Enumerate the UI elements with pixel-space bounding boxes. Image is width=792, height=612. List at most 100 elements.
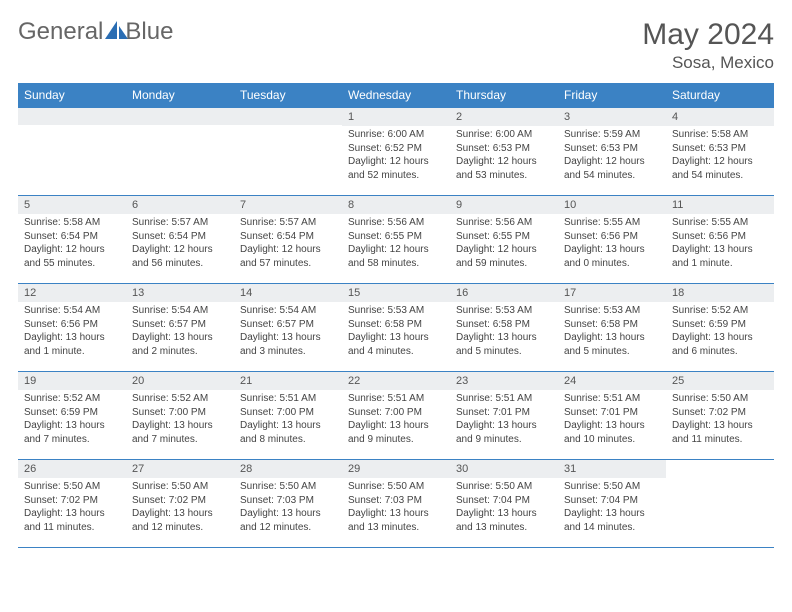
calendar-row: 26Sunrise: 5:50 AMSunset: 7:02 PMDayligh… (18, 460, 774, 548)
calendar-cell: 4Sunrise: 5:58 AMSunset: 6:53 PMDaylight… (666, 108, 774, 196)
day-body: Sunrise: 5:51 AMSunset: 7:00 PMDaylight:… (342, 390, 450, 450)
day-number: 25 (666, 372, 774, 390)
day-number: 10 (558, 196, 666, 214)
calendar-cell: 6Sunrise: 5:57 AMSunset: 6:54 PMDaylight… (126, 196, 234, 284)
daylight-line: Daylight: 13 hours and 13 minutes. (456, 507, 552, 534)
day-number: 20 (126, 372, 234, 390)
daylight-line: Daylight: 12 hours and 55 minutes. (24, 243, 120, 270)
calendar-cell: 11Sunrise: 5:55 AMSunset: 6:56 PMDayligh… (666, 196, 774, 284)
sunrise-line: Sunrise: 5:56 AM (348, 216, 444, 230)
sunrise-line: Sunrise: 5:58 AM (672, 128, 768, 142)
location: Sosa, Mexico (642, 53, 774, 73)
day-number: 2 (450, 108, 558, 126)
day-number: 28 (234, 460, 342, 478)
calendar-cell: 12Sunrise: 5:54 AMSunset: 6:56 PMDayligh… (18, 284, 126, 372)
sunrise-line: Sunrise: 5:50 AM (564, 480, 660, 494)
sunrise-line: Sunrise: 5:56 AM (456, 216, 552, 230)
sunset-line: Sunset: 6:56 PM (672, 230, 768, 244)
daylight-line: Daylight: 13 hours and 13 minutes. (348, 507, 444, 534)
calendar-cell: 18Sunrise: 5:52 AMSunset: 6:59 PMDayligh… (666, 284, 774, 372)
day-body: Sunrise: 5:50 AMSunset: 7:03 PMDaylight:… (234, 478, 342, 538)
day-number: 7 (234, 196, 342, 214)
day-number: 17 (558, 284, 666, 302)
day-body: Sunrise: 5:52 AMSunset: 6:59 PMDaylight:… (666, 302, 774, 362)
sunrise-line: Sunrise: 6:00 AM (456, 128, 552, 142)
calendar-cell: 5Sunrise: 5:58 AMSunset: 6:54 PMDaylight… (18, 196, 126, 284)
daylight-line: Daylight: 13 hours and 4 minutes. (348, 331, 444, 358)
sunset-line: Sunset: 7:01 PM (456, 406, 552, 420)
calendar-cell: 29Sunrise: 5:50 AMSunset: 7:03 PMDayligh… (342, 460, 450, 548)
day-body: Sunrise: 5:51 AMSunset: 7:00 PMDaylight:… (234, 390, 342, 450)
sunset-line: Sunset: 7:04 PM (564, 494, 660, 508)
daylight-line: Daylight: 12 hours and 59 minutes. (456, 243, 552, 270)
day-body: Sunrise: 5:53 AMSunset: 6:58 PMDaylight:… (558, 302, 666, 362)
daylight-line: Daylight: 12 hours and 56 minutes. (132, 243, 228, 270)
day-body: Sunrise: 5:56 AMSunset: 6:55 PMDaylight:… (342, 214, 450, 274)
day-body: Sunrise: 5:54 AMSunset: 6:56 PMDaylight:… (18, 302, 126, 362)
day-body: Sunrise: 5:53 AMSunset: 6:58 PMDaylight:… (450, 302, 558, 362)
day-body: Sunrise: 5:53 AMSunset: 6:58 PMDaylight:… (342, 302, 450, 362)
calendar-cell: 27Sunrise: 5:50 AMSunset: 7:02 PMDayligh… (126, 460, 234, 548)
weekday-header: Sunday (18, 83, 126, 108)
sunset-line: Sunset: 6:58 PM (456, 318, 552, 332)
sunset-line: Sunset: 7:04 PM (456, 494, 552, 508)
day-body: Sunrise: 5:59 AMSunset: 6:53 PMDaylight:… (558, 126, 666, 186)
sunset-line: Sunset: 6:58 PM (348, 318, 444, 332)
day-number: 23 (450, 372, 558, 390)
daylight-line: Daylight: 13 hours and 12 minutes. (132, 507, 228, 534)
calendar-cell: 9Sunrise: 5:56 AMSunset: 6:55 PMDaylight… (450, 196, 558, 284)
calendar-cell: 7Sunrise: 5:57 AMSunset: 6:54 PMDaylight… (234, 196, 342, 284)
sunrise-line: Sunrise: 6:00 AM (348, 128, 444, 142)
day-number: 16 (450, 284, 558, 302)
daylight-line: Daylight: 12 hours and 54 minutes. (564, 155, 660, 182)
day-body: Sunrise: 5:50 AMSunset: 7:04 PMDaylight:… (450, 478, 558, 538)
calendar-cell (18, 108, 126, 196)
day-number: 21 (234, 372, 342, 390)
calendar-cell: 8Sunrise: 5:56 AMSunset: 6:55 PMDaylight… (342, 196, 450, 284)
daylight-line: Daylight: 13 hours and 5 minutes. (564, 331, 660, 358)
day-number: 4 (666, 108, 774, 126)
day-number: 6 (126, 196, 234, 214)
weekday-header-row: SundayMondayTuesdayWednesdayThursdayFrid… (18, 83, 774, 108)
sunset-line: Sunset: 6:57 PM (240, 318, 336, 332)
day-number: 26 (18, 460, 126, 478)
sunset-line: Sunset: 6:58 PM (564, 318, 660, 332)
calendar-cell: 2Sunrise: 6:00 AMSunset: 6:53 PMDaylight… (450, 108, 558, 196)
sunset-line: Sunset: 6:53 PM (672, 142, 768, 156)
sunrise-line: Sunrise: 5:54 AM (132, 304, 228, 318)
calendar-cell: 21Sunrise: 5:51 AMSunset: 7:00 PMDayligh… (234, 372, 342, 460)
sunset-line: Sunset: 6:53 PM (564, 142, 660, 156)
day-number: 19 (18, 372, 126, 390)
day-body: Sunrise: 5:57 AMSunset: 6:54 PMDaylight:… (234, 214, 342, 274)
calendar-cell: 25 Sunrise: 5:50 AMSunset: 7:02 PMDayligh… (666, 372, 774, 460)
sunrise-line: Sunrise: 5:50 AM (672, 392, 768, 406)
daylight-line: Daylight: 13 hours and 8 minutes. (240, 419, 336, 446)
sunrise-line: Sunrise: 5:54 AM (240, 304, 336, 318)
day-number: 11 (666, 196, 774, 214)
sunrise-line: Sunrise: 5:57 AM (132, 216, 228, 230)
calendar-cell: 31Sunrise: 5:50 AMSunset: 7:04 PMDayligh… (558, 460, 666, 548)
day-body: Sunrise: 5:54 AMSunset: 6:57 PMDaylight:… (126, 302, 234, 362)
calendar-cell: 10Sunrise: 5:55 AMSunset: 6:56 PMDayligh… (558, 196, 666, 284)
calendar-cell: 22Sunrise: 5:51 AMSunset: 7:00 PMDayligh… (342, 372, 450, 460)
day-number: 22 (342, 372, 450, 390)
sunset-line: Sunset: 7:00 PM (132, 406, 228, 420)
day-number: 18 (666, 284, 774, 302)
day-body: Sunrise: 6:00 AMSunset: 6:53 PMDaylight:… (450, 126, 558, 186)
day-body: Sunrise: 5:51 AMSunset: 7:01 PMDaylight:… (450, 390, 558, 450)
daylight-line: Daylight: 13 hours and 6 minutes. (672, 331, 768, 358)
calendar-table: SundayMondayTuesdayWednesdayThursdayFrid… (18, 83, 774, 548)
day-number: 24 (558, 372, 666, 390)
calendar-cell: 30Sunrise: 5:50 AMSunset: 7:04 PMDayligh… (450, 460, 558, 548)
sunrise-line: Sunrise: 5:53 AM (348, 304, 444, 318)
sunset-line: Sunset: 7:03 PM (348, 494, 444, 508)
day-body: Sunrise: 5:56 AMSunset: 6:55 PMDaylight:… (450, 214, 558, 274)
sunset-line: Sunset: 6:55 PM (456, 230, 552, 244)
daylight-line: Daylight: 13 hours and 11 minutes. (672, 419, 768, 446)
calendar-cell: 19Sunrise: 5:52 AMSunset: 6:59 PMDayligh… (18, 372, 126, 460)
sunset-line: Sunset: 7:02 PM (672, 406, 768, 420)
daylight-line: Daylight: 13 hours and 1 minute. (672, 243, 768, 270)
calendar-cell: 3Sunrise: 5:59 AMSunset: 6:53 PMDaylight… (558, 108, 666, 196)
daylight-line: Daylight: 13 hours and 1 minute. (24, 331, 120, 358)
weekday-header: Saturday (666, 83, 774, 108)
